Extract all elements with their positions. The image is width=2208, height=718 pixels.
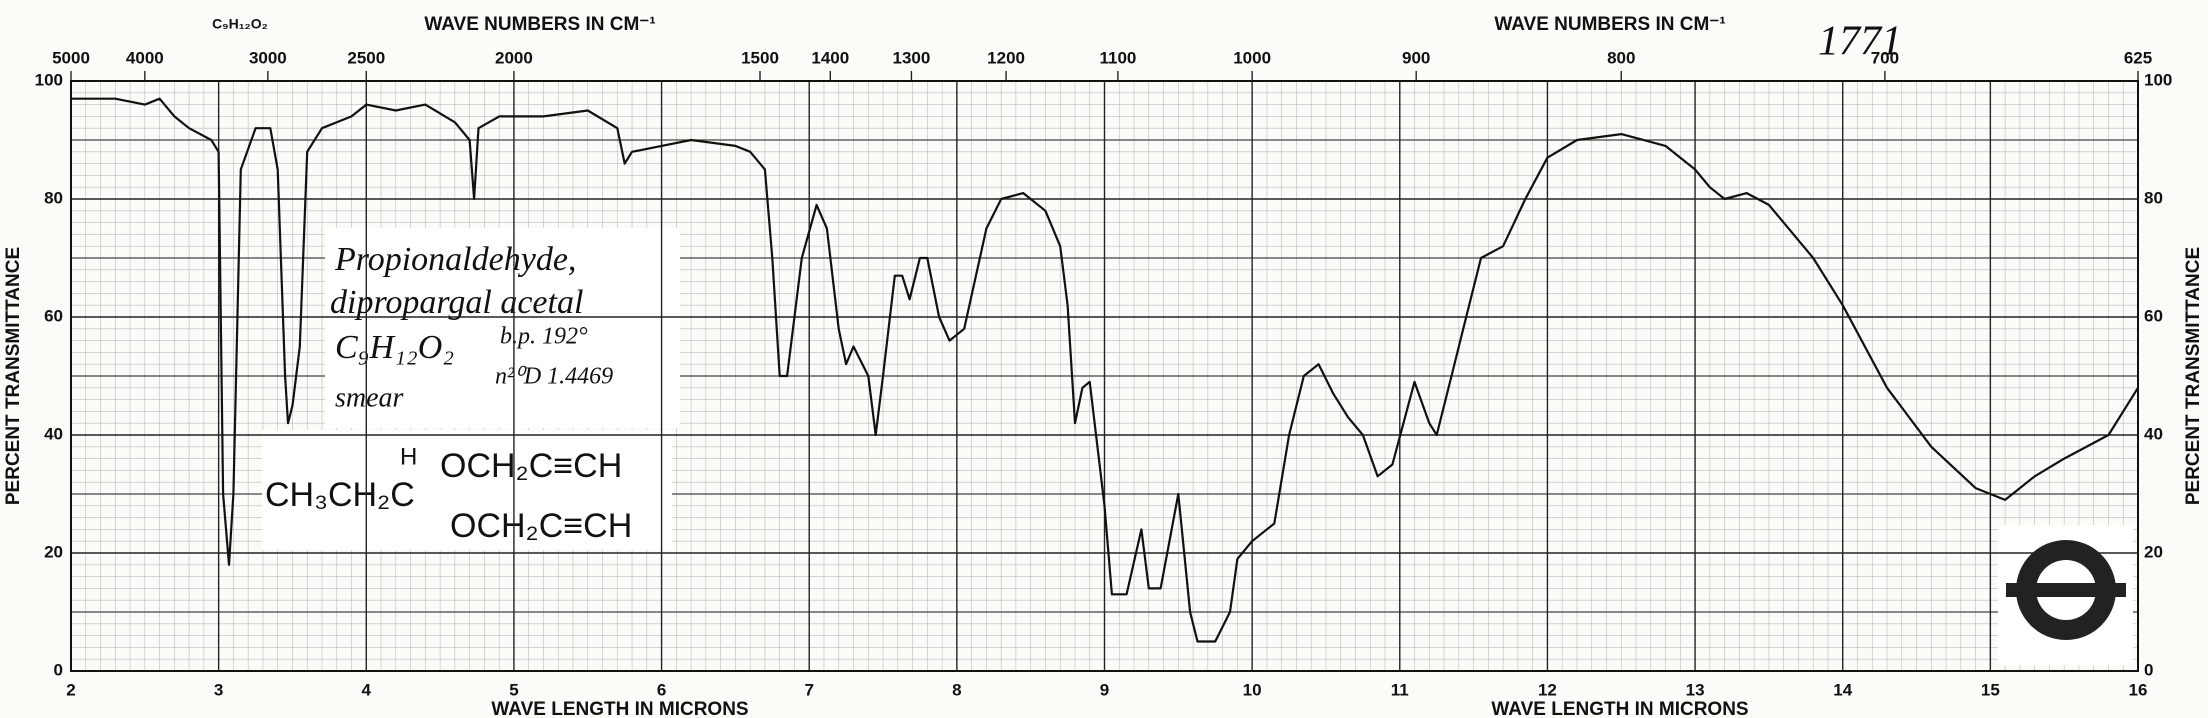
x-tick-label: 6 bbox=[657, 680, 666, 699]
x2-tick-label: 1100 bbox=[1099, 48, 1136, 67]
x2-tick-label: 1400 bbox=[811, 48, 849, 67]
structure: H bbox=[400, 443, 417, 470]
y-axis-label: PERCENT TRANSMITTANCE bbox=[2183, 247, 2204, 505]
x2-tick-label: 5000 bbox=[52, 48, 90, 67]
x2-tick-label: 1200 bbox=[987, 48, 1025, 67]
formula-label: C₉H₁₂O₂ bbox=[212, 16, 268, 32]
x2-tick-label: 3000 bbox=[249, 48, 287, 67]
y-axis-label: PERCENT TRANSMITTANCE bbox=[3, 247, 24, 505]
x-tick-label: 2 bbox=[66, 680, 75, 699]
y-tick-label: 60 bbox=[44, 306, 63, 325]
x-tick-label: 7 bbox=[804, 680, 813, 699]
logo bbox=[1998, 525, 2133, 665]
annotation: dipropargal acetal bbox=[330, 284, 583, 321]
x-axis-label: WAVE LENGTH IN MICRONS bbox=[491, 699, 748, 718]
structure: CH₃CH₂C bbox=[265, 476, 415, 514]
x-tick-label: 8 bbox=[952, 680, 961, 699]
annotation-box bbox=[325, 228, 680, 428]
x-tick-label: 11 bbox=[1391, 680, 1409, 699]
x-tick-label: 3 bbox=[214, 680, 223, 699]
x-tick-label: 4 bbox=[362, 680, 372, 699]
x2-tick-label: 1300 bbox=[893, 48, 931, 67]
structure: OCH₂C≡CH bbox=[450, 507, 632, 545]
plot-frame bbox=[70, 80, 2139, 672]
top-axis-label: WAVE NUMBERS IN CM⁻¹ bbox=[1494, 14, 1725, 35]
x2-tick-label: 625 bbox=[2124, 48, 2152, 67]
x2-tick-label: 1500 bbox=[741, 48, 779, 67]
y-tick-label: 80 bbox=[2144, 188, 2163, 207]
x2-tick-label: 700 bbox=[1871, 48, 1899, 67]
structure: OCH₂C≡CH bbox=[440, 447, 622, 485]
x-tick-label: 5 bbox=[509, 680, 518, 699]
chart-title: 1771 bbox=[1818, 19, 1902, 65]
structure-box bbox=[262, 430, 672, 550]
y-tick-label: 80 bbox=[44, 188, 63, 207]
y-tick-label: 40 bbox=[2144, 424, 2163, 443]
x2-tick-label: 2500 bbox=[347, 48, 385, 67]
x-axis-label: WAVE LENGTH IN MICRONS bbox=[1491, 699, 1748, 718]
x-tick-label: 13 bbox=[1686, 680, 1705, 699]
y-tick-label: 20 bbox=[44, 542, 63, 561]
x-tick-label: 12 bbox=[1538, 680, 1557, 699]
annotation: C₉H₁₂O₂ bbox=[335, 329, 454, 366]
x2-tick-label: 900 bbox=[1402, 48, 1430, 67]
x-tick-label: 16 bbox=[2129, 680, 2148, 699]
x2-tick-label: 4000 bbox=[126, 48, 164, 67]
y-tick-label: 60 bbox=[2144, 306, 2163, 325]
annotation: smear bbox=[335, 382, 404, 413]
annotation: Propionaldehyde, bbox=[334, 241, 576, 278]
x-tick-label: 15 bbox=[1981, 680, 2000, 699]
x-tick-label: 10 bbox=[1243, 680, 1262, 699]
annotation: n²⁰D 1.4469 bbox=[495, 364, 613, 390]
y-tick-label: 40 bbox=[44, 424, 63, 443]
top-axis-label: WAVE NUMBERS IN CM⁻¹ bbox=[424, 14, 655, 35]
x-tick-label: 14 bbox=[1833, 680, 1852, 699]
y-tick-label: 100 bbox=[35, 70, 63, 89]
annotation: b.p. 192° bbox=[500, 324, 588, 350]
x2-tick-label: 800 bbox=[1607, 48, 1635, 67]
y-tick-label: 20 bbox=[2144, 542, 2163, 561]
x2-tick-label: 2000 bbox=[495, 48, 533, 67]
y-tick-label: 0 bbox=[54, 660, 63, 679]
x2-tick-label: 1000 bbox=[1233, 48, 1271, 67]
y-tick-label: 0 bbox=[2144, 660, 2153, 679]
x-tick-label: 9 bbox=[1100, 680, 1109, 699]
spectrum-line bbox=[71, 97, 2139, 643]
y-tick-label: 100 bbox=[2144, 70, 2172, 89]
